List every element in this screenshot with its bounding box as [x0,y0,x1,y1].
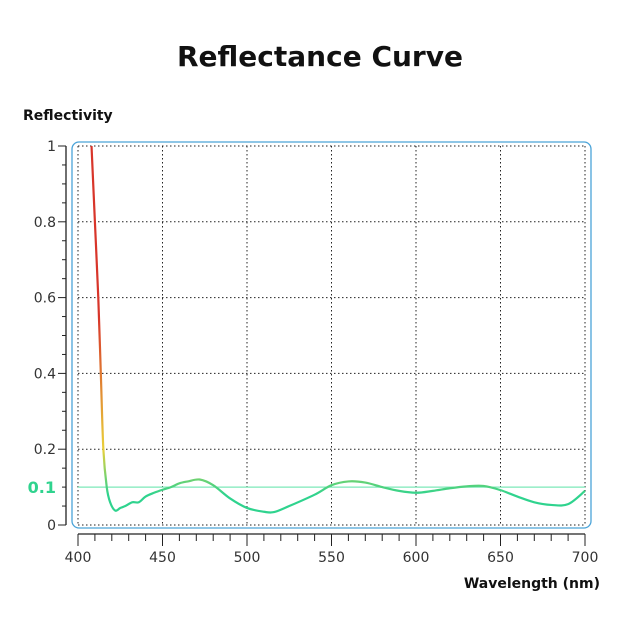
y-tick-label: 1 [47,139,56,155]
x-tick-label: 700 [572,550,599,566]
chart-title: Reflectance Curve [177,40,463,73]
plot-frame [71,141,592,529]
y-tick-label: 0 [47,518,56,534]
x-tick-label: 550 [318,550,345,566]
x-tick-label: 650 [487,550,514,566]
x-axis-label: Wavelength (nm) [463,576,600,592]
x-tick-label: 450 [149,550,176,566]
x-tick-label: 600 [403,550,430,566]
y-tick-label: 0.4 [34,366,56,382]
y-tick-label: 0.8 [34,215,56,231]
y-tick-label: 0.6 [34,291,56,307]
x-tick-label: 400 [65,550,92,566]
reference-line-label: 0.1 [28,478,56,497]
y-tick-label: 0.2 [34,442,56,458]
x-tick-label: 500 [234,550,261,566]
y-axis-label: Reflectivity [23,108,113,124]
reflectance-series-line [90,145,586,514]
